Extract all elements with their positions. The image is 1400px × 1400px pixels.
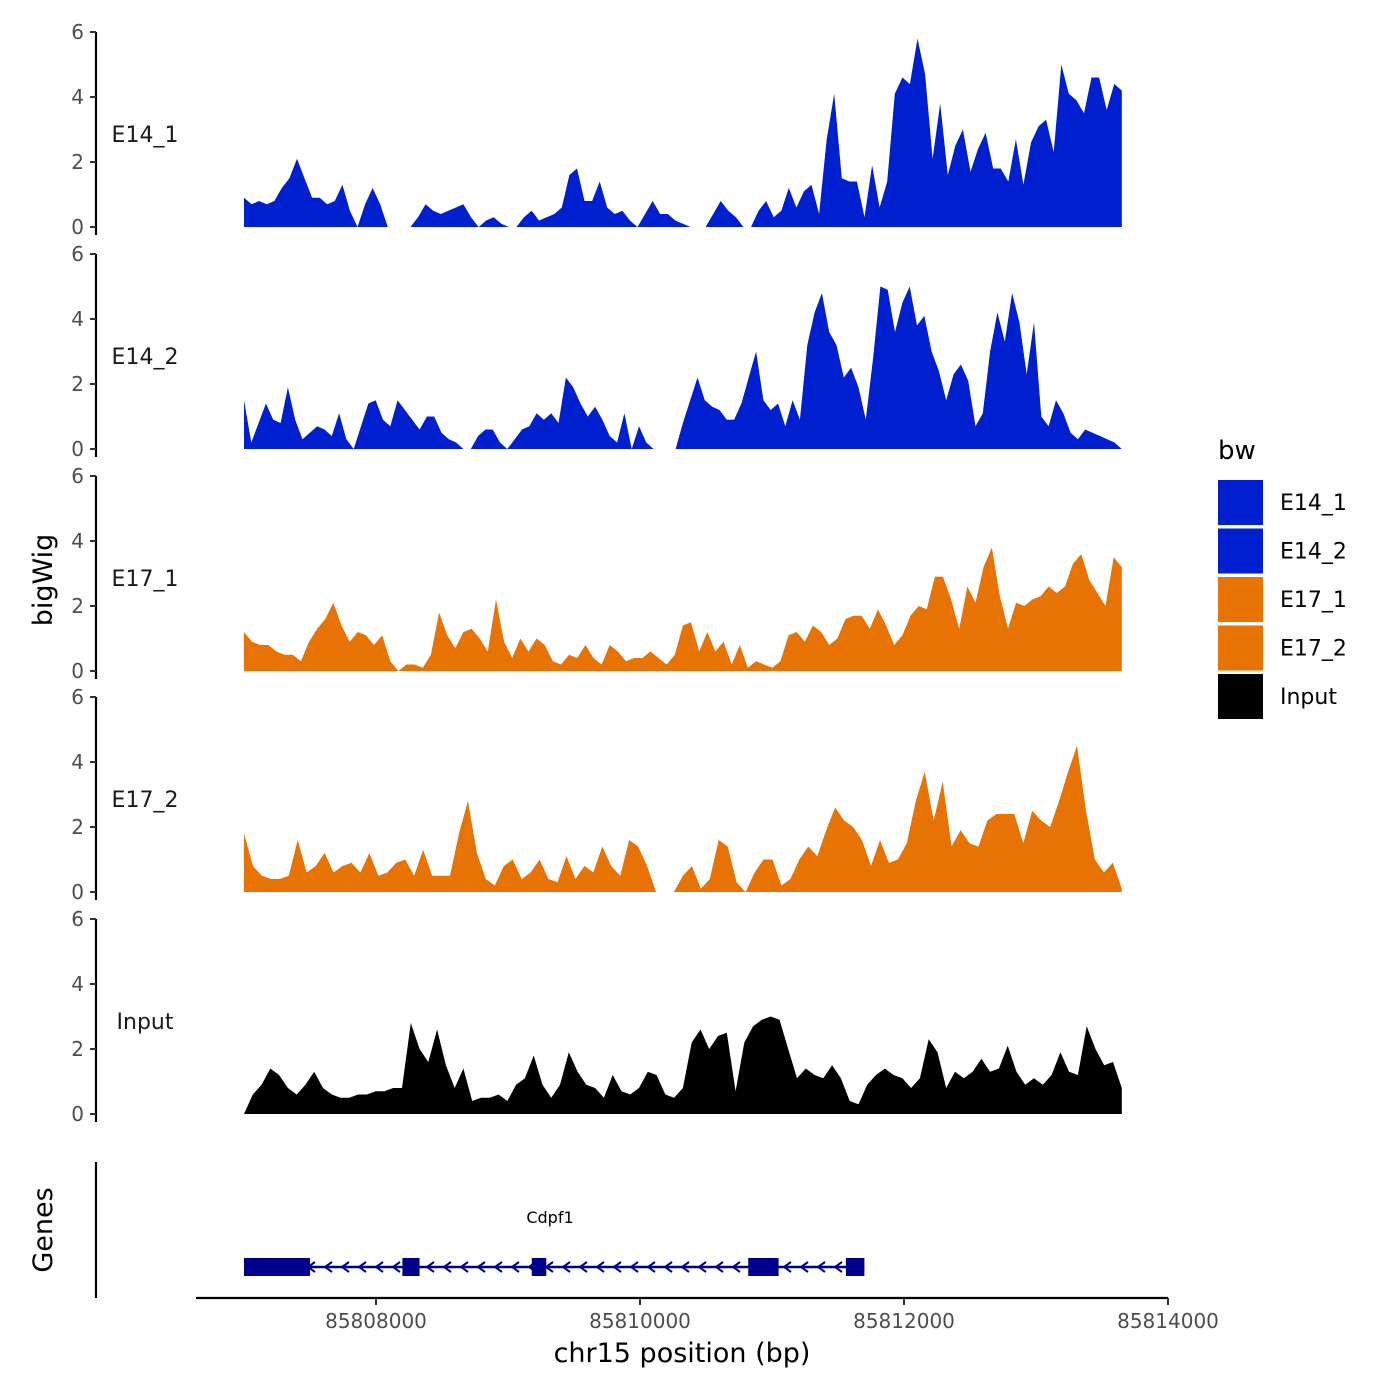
strand-arrow [680,1261,690,1273]
legend-entry: E14_1 [1218,480,1347,525]
strand-arrow [799,1261,809,1273]
legend-label: Input [1280,685,1337,710]
track-label: E17_1 [112,567,179,592]
y-tick-label: 6 [71,20,84,44]
y-tick-label: 2 [71,372,84,396]
genes-layer: Cdpf1 [244,1208,865,1276]
track-label: E14_2 [112,345,179,370]
strand-arrow [833,1261,843,1273]
genes-panel-title: Genes [28,1187,59,1272]
signal-area-E17_1 [244,547,1122,671]
legend-key [1218,528,1263,574]
legend-label: E14_2 [1280,540,1347,565]
strand-arrow [374,1261,384,1273]
legend-key [1218,480,1263,525]
strand-arrow [340,1261,350,1273]
y-tick-label: 4 [71,529,84,553]
exon [402,1258,420,1276]
y-tick-label: 2 [71,150,84,174]
x-tick-label: 85812000 [853,1309,955,1333]
strand-arrow [816,1261,826,1273]
legend-key [1218,625,1263,671]
y-tick-label: 0 [71,215,84,239]
y-tick-label: 6 [71,464,84,488]
signal-area-E14_2 [244,286,1122,449]
strand-arrow [476,1261,486,1273]
strand-arrow [357,1261,367,1273]
y-tick-label: 0 [71,1102,84,1126]
legend-label: E17_1 [1280,588,1347,613]
strand-arrow [493,1261,503,1273]
strand-arrow [714,1261,724,1273]
exon [244,1258,310,1276]
y-tick-label: 4 [71,85,84,109]
x-axis-title: chr15 position (bp) [554,1338,811,1369]
track-label: E14_1 [112,123,179,148]
y-tick-label: 6 [71,685,84,709]
strand-arrow [646,1261,656,1273]
strand-arrow [578,1261,588,1273]
signal-area-Input [244,1016,1122,1114]
genes-panel: Genes Cdpf1 [28,1162,865,1298]
strand-arrow [731,1261,741,1273]
y-tick-label: 0 [71,437,84,461]
exon [531,1258,547,1276]
legend-entry: E17_2 [1218,625,1347,671]
y-tick-label: 6 [71,907,84,931]
track-label: E17_2 [112,788,179,813]
y-tick-label: 0 [71,659,84,683]
legend-entry: E17_1 [1218,577,1347,622]
y-tick-label: 2 [71,594,84,618]
exon [845,1258,865,1276]
strand-arrow [629,1261,639,1273]
x-axis: 85808000 85810000 85812000 85814000 chr15 p… [196,1296,1219,1369]
tracks-layer: 0 2 4 6 E14_1 0 2 4 6 E14_2 0 2 4 6 E17_1 0 2 4 6 E17_2 0 2 4 6… [71,20,1122,1126]
strand-arrow [663,1261,673,1273]
legend-entries: E14_1 E14_2 E17_1 E17_2 Input [1218,480,1347,719]
strand-arrow [425,1261,435,1273]
legend: bw E14_1 E14_2 E17_1 E17_2 Input [1218,436,1347,719]
strand-arrow [595,1261,605,1273]
y-tick-label: 4 [71,972,84,996]
legend-entry: E14_2 [1218,528,1347,574]
signal-area-E17_2 [244,745,1122,892]
strand-arrow [459,1261,469,1273]
track-E17_2: 0 2 4 6 E17_2 [71,685,1122,904]
strand-arrow [391,1261,401,1273]
track-E17_1: 0 2 4 6 E17_1 [71,464,1122,683]
y-tick-label: 4 [71,307,84,331]
strand-arrow [442,1261,452,1273]
y-tick-label: 2 [71,815,84,839]
legend-key [1218,577,1263,622]
y-axis-title: bigWig [28,534,59,627]
strand-arrow [561,1261,571,1273]
track-Input: 0 2 4 6 Input [71,907,1122,1126]
legend-label: E14_1 [1280,491,1347,516]
x-ticks: 85808000 85810000 85812000 85814000 [325,1298,1219,1333]
strand-arrow [323,1261,333,1273]
strand-arrow [612,1261,622,1273]
strand-arrow [697,1261,707,1273]
legend-entry: Input [1218,674,1337,719]
track-E14_1: 0 2 4 6 E14_1 [71,20,1122,239]
strand-arrow [782,1261,792,1273]
gene-name: Cdpf1 [526,1208,573,1227]
gene-Cdpf1: Cdpf1 [244,1208,865,1276]
signal-area-E14_1 [244,38,1122,227]
x-tick-label: 85808000 [325,1309,427,1333]
x-tick-label: 85814000 [1117,1309,1219,1333]
y-tick-label: 4 [71,750,84,774]
x-tick-label: 85810000 [589,1309,691,1333]
strand-arrow [510,1261,520,1273]
y-tick-label: 2 [71,1037,84,1061]
y-tick-label: 6 [71,242,84,266]
track-label: Input [117,1010,174,1035]
legend-title: bw [1218,436,1256,466]
exon [748,1258,779,1276]
track-E14_2: 0 2 4 6 E14_2 [71,242,1122,461]
y-tick-label: 0 [71,880,84,904]
legend-key [1218,674,1263,719]
legend-label: E17_2 [1280,637,1347,662]
